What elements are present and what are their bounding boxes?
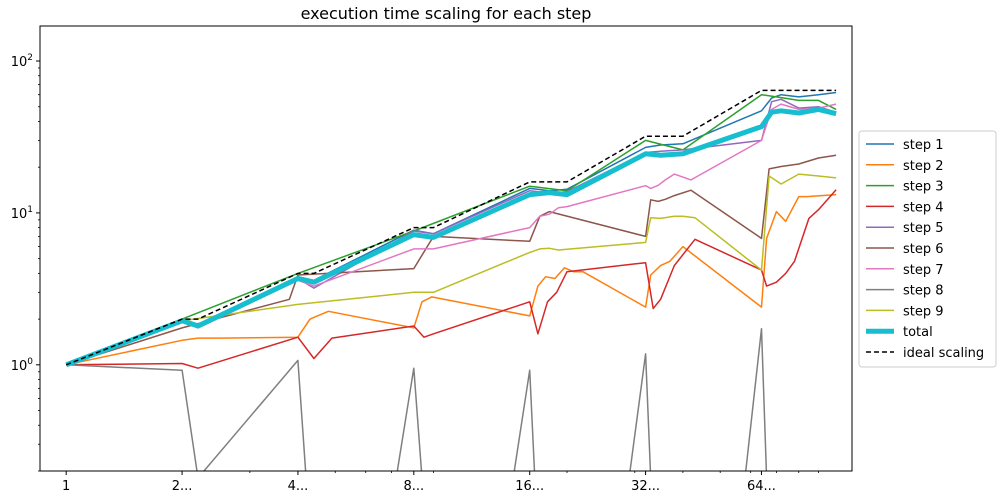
- legend: step 1 step 2 step 3 step 4 step 5 step 6 step…: [859, 131, 996, 367]
- legend-label-step-1: step 1: [903, 138, 944, 153]
- legend-label-step-4: step 4: [903, 200, 944, 215]
- legend-label-step-9: step 9: [903, 304, 944, 319]
- x-tick-label: 8...: [403, 479, 424, 494]
- x-tick-label: 4...: [288, 479, 309, 494]
- legend-label-step-3: step 3: [903, 180, 944, 195]
- x-tick-label: 32...: [631, 479, 660, 494]
- legend-label-total: total: [903, 325, 933, 340]
- legend-label-step-8: step 8: [903, 284, 944, 299]
- legend-label-ideal-scaling: ideal scaling: [903, 346, 984, 361]
- x-tick-label: 2...: [172, 479, 193, 494]
- x-tick-label: 64...: [747, 479, 776, 494]
- legend-label-step-2: step 2: [903, 159, 944, 174]
- x-tick-label: 16...: [515, 479, 544, 494]
- legend-label-step-7: step 7: [903, 263, 944, 278]
- chart-title: execution time scaling for each step: [301, 4, 592, 23]
- legend-label-step-6: step 6: [903, 242, 944, 257]
- x-tick-label: 1: [62, 479, 70, 494]
- legend-label-step-5: step 5: [903, 221, 944, 236]
